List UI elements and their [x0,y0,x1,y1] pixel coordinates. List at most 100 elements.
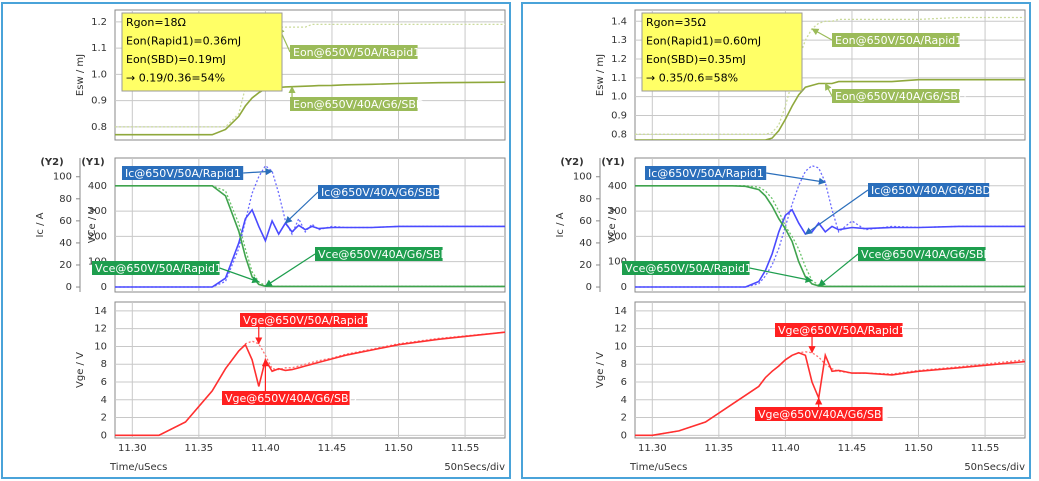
y-tick-label: 0.9 [91,96,107,107]
y2-tick-label: 20 [59,260,72,271]
annotation-line: Eon(Rapid1)=0.60mJ [646,35,761,48]
legend-label: Vce@650V/40A/G6/SBD [318,248,449,261]
series-line [115,331,505,436]
callout-arrow [219,267,260,284]
y-tick-label: 12 [614,324,627,335]
callout-box [832,89,960,103]
x-tick-label: 11.45 [318,443,347,454]
x-note: 50nSecs/div [964,462,1025,473]
annotation-line: Eon(SBD)=0.19mJ [126,53,226,66]
y2-tick-label: 20 [579,260,592,271]
annotation-line: Rgon=18Ω [126,16,186,29]
y2-tick-label: 40 [59,238,72,249]
y2-tick-label: 60 [579,216,592,227]
legend-label: Ic@650V/40A/G6/SBD [871,184,991,197]
legend-label: Vge@650V/50A/Rapid1 [778,324,906,337]
annotation-box [641,12,803,92]
y-tick-label: 1.2 [91,17,107,28]
y2-axis-tag: (Y2) [560,157,583,168]
y-tick-label: 1.1 [91,43,107,54]
callout-box [315,247,443,261]
y2-tick-label: 40 [579,238,592,249]
callout-box [645,166,767,180]
y-tick-label: 14 [614,306,627,317]
series-line [635,351,1025,437]
y-tick-label: 8 [621,359,627,370]
annotation-line: → 0.19/0.36=54% [126,72,225,85]
x-note: 50nSecs/div [444,462,505,473]
series-line [115,331,505,437]
y-tick-label: 0 [101,282,107,293]
y-tick-label: 1.0 [611,92,627,103]
legend-label: Vge@650V/40A/G6/SBD [758,408,890,421]
y-tick-label: 2 [621,413,627,424]
x-tick-label: 11.40 [251,443,280,454]
x-tick-label: 11.35 [705,443,734,454]
callout-arrow [811,28,833,41]
y-tick-label: 0.8 [611,129,627,140]
y2-tick-label: 0 [66,282,72,293]
callout-box [775,323,903,337]
x-axis-label: Time/uSecs [629,462,687,473]
y-tick-label: 400 [608,181,627,192]
y-tick-label: 300 [88,206,107,217]
y-axis-tag: (Y1) [81,157,104,168]
y-axis-tag: (Y1) [601,157,624,168]
callout-arrow [243,168,273,176]
callout-arrow [818,253,859,287]
annotation-line: Eon(Rapid1)=0.36mJ [126,35,241,48]
callout-box [832,33,960,47]
callout-arrow [284,191,319,224]
panel-frame [521,2,1031,479]
y-tick-label: 0 [621,430,627,441]
x-tick-label: 11.30 [118,443,147,454]
y2-tick-label: 80 [579,194,592,205]
y-tick-label: 0 [101,430,107,441]
annotation-line: Rgon=35Ω [646,16,706,29]
x-tick-label: 11.30 [638,443,667,454]
callout-box [868,183,990,197]
y-tick-label: 1.1 [611,73,627,84]
series-line [635,208,1025,288]
callout-box [290,45,418,59]
callout-box [622,261,750,275]
annotation: Rgon=35Ω Eon(Rapid1)=0.60mJ Eon(SBD)=0.35m… [641,12,803,92]
y-tick-label: 6 [101,377,107,388]
y-axis-label: Vge / V [75,352,86,388]
y-tick-label: 300 [608,206,627,217]
annotation: Rgon=18Ω Eon(Rapid1)=0.36mJ Eon(SBD)=0.19m… [121,12,283,92]
callout-box [318,185,440,199]
legend-label: Ic@650V/50A/Rapid1 [648,167,764,180]
y-tick-label: 400 [88,181,107,192]
y2-axis-label: Ic / A [555,212,566,237]
y-axis-label: Esw / mJ [595,54,606,96]
callout-arrow [749,267,813,283]
callout-box [222,391,350,405]
y-tick-label: 100 [608,257,627,268]
x-tick-label: 11.55 [971,443,1000,454]
y-axis-label: VCe / V [607,207,618,244]
x-tick-label: 11.45 [838,443,867,454]
y-tick-label: 12 [94,324,107,335]
legend-label: Ic@650V/40A/G6/SBD [321,186,441,199]
y-tick-label: 4 [621,395,627,406]
series-line [115,185,505,288]
annotation-line: → 0.35/0.6=58% [646,72,738,85]
legend-label: Eon@650V/40A/G6/SBD [835,90,966,103]
panel-frame [1,2,511,479]
y-tick-label: 0 [621,282,627,293]
y-tick-label: 1.3 [611,35,627,46]
annotation-box [121,12,283,92]
legend-label: Vge@650V/40A/G6/SBD [225,392,357,405]
y-tick-label: 0.8 [91,122,107,133]
y2-axis-tag: (Y2) [40,157,63,168]
series-line [635,78,1025,140]
y-tick-label: 8 [101,359,107,370]
y-tick-label: 4 [101,395,107,406]
legend-label: Vce@650V/50A/Rapid1 [95,262,222,275]
legend-label: Ic@650V/50A/Rapid1 [125,167,241,180]
legend-label: Vge@650V/50A/Rapid1 [243,314,371,327]
y-axis-label: Esw / mJ [75,54,86,96]
legend-label: Vce@650V/40A/G6/SBD [861,248,992,261]
